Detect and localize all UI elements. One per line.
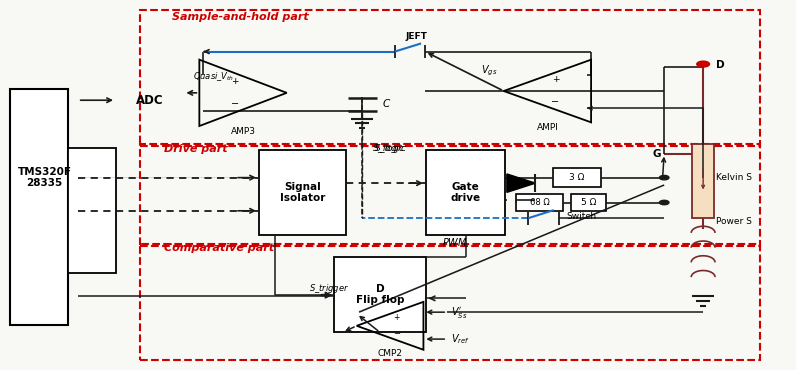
Text: +: + <box>552 75 559 84</box>
Polygon shape <box>507 174 536 192</box>
Text: Drive part: Drive part <box>164 144 227 154</box>
Bar <box>140 10 759 146</box>
Text: Switch: Switch <box>567 212 596 221</box>
Bar <box>68 148 116 273</box>
Text: $V_{gs}$: $V_{gs}$ <box>482 64 498 78</box>
Text: D
Flip flop: D Flip flop <box>356 284 404 306</box>
Text: +: + <box>232 77 239 86</box>
Bar <box>10 89 68 325</box>
Bar <box>572 194 607 211</box>
Text: −: − <box>231 99 239 109</box>
Text: Gate
drive: Gate drive <box>451 182 481 203</box>
Text: Comparative part: Comparative part <box>164 243 274 253</box>
Text: AMPI: AMPI <box>537 123 558 132</box>
Text: $S\_logic$: $S\_logic$ <box>372 142 405 155</box>
Text: $S\_logic$: $S\_logic$ <box>374 142 408 155</box>
Bar <box>553 168 601 187</box>
Text: C: C <box>382 99 389 109</box>
Text: Power S: Power S <box>716 217 751 226</box>
Text: −: − <box>393 329 400 339</box>
Text: D: D <box>716 60 724 70</box>
Text: $S\_trigger$: $S\_trigger$ <box>309 282 349 295</box>
Text: 5 Ω: 5 Ω <box>581 198 596 207</box>
Text: Kelvin S: Kelvin S <box>716 173 752 182</box>
Text: $V_{ref}$: $V_{ref}$ <box>451 332 470 346</box>
Bar <box>259 150 346 235</box>
Text: AMP3: AMP3 <box>231 127 256 136</box>
Circle shape <box>659 200 669 205</box>
Text: $V_{Ss}'$: $V_{Ss}'$ <box>451 305 467 320</box>
Text: −: − <box>552 97 560 107</box>
Text: TMS320F
28335: TMS320F 28335 <box>18 167 72 188</box>
Text: $Quasi\_V_{th}$: $Quasi\_V_{th}$ <box>193 70 234 83</box>
Bar <box>140 244 759 360</box>
Circle shape <box>696 61 709 67</box>
Text: 3 Ω: 3 Ω <box>569 173 584 182</box>
Bar <box>140 144 759 246</box>
Text: CMP2: CMP2 <box>377 349 403 358</box>
Text: G: G <box>652 149 661 159</box>
Text: Sample-and-hold part: Sample-and-hold part <box>171 12 308 22</box>
Bar <box>426 150 505 235</box>
Text: Signal
Isolator: Signal Isolator <box>280 182 326 203</box>
Text: $PWM$: $PWM$ <box>442 236 467 248</box>
Bar <box>692 144 714 218</box>
Text: 68 Ω: 68 Ω <box>529 198 549 207</box>
Bar <box>516 194 564 211</box>
Circle shape <box>659 175 669 180</box>
Text: JEFT: JEFT <box>405 31 427 41</box>
Text: +: + <box>393 313 400 322</box>
Bar <box>334 257 426 332</box>
Text: ADC: ADC <box>136 94 164 107</box>
